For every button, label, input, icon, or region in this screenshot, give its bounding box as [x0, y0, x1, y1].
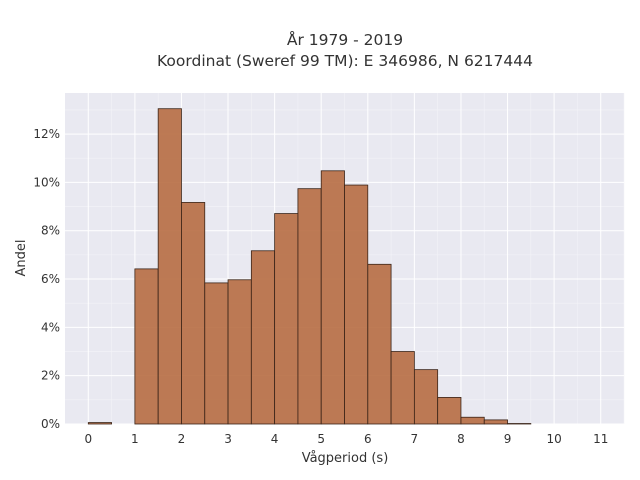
x-tick-label: 4 [271, 432, 279, 446]
histogram-bar [87, 422, 112, 425]
bars [87, 108, 532, 425]
histogram-bar [204, 282, 229, 425]
histogram-bar [181, 202, 206, 425]
x-tick-label: 2 [178, 432, 186, 446]
x-tick-label: 5 [317, 432, 325, 446]
x-tick-label: 0 [84, 432, 92, 446]
chart-title-line-2: Koordinat (Sweref 99 TM): E 346986, N 62… [157, 52, 533, 70]
histogram-bar [367, 263, 392, 425]
x-tick-label: 7 [411, 432, 419, 446]
x-tick-label: 9 [504, 432, 512, 446]
histogram-bar [250, 250, 276, 425]
y-tick-label: 12% [33, 127, 60, 141]
y-axis-label: Andel [14, 240, 29, 277]
y-tick-label: 8% [41, 224, 60, 238]
histogram-bar [227, 279, 252, 425]
y-tick-label: 0% [41, 417, 60, 431]
y-tick-label: 2% [41, 369, 60, 383]
y-tick-label: 4% [41, 320, 60, 334]
histogram-bar [390, 351, 415, 425]
histogram-bar [413, 369, 439, 425]
x-tick-label: 6 [364, 432, 372, 446]
chart-title-line-1: År 1979 - 2019 [287, 30, 403, 49]
y-tick-label: 6% [41, 272, 60, 286]
x-tick-label: 11 [593, 432, 608, 446]
histogram-bar [157, 108, 182, 425]
histogram-bar [460, 416, 485, 425]
histogram-bar [344, 184, 369, 425]
histogram-bar [320, 170, 345, 425]
histogram-bar [437, 397, 462, 425]
histogram-bar [483, 419, 508, 425]
x-tick-label: 1 [131, 432, 139, 446]
x-axis-label: Vågperiod (s) [302, 451, 389, 466]
histogram-bar [297, 188, 322, 425]
histogram-bar [274, 213, 299, 425]
x-tick-labels: 0 1 2 3 4 5 6 7 8 9 10 11 [84, 432, 608, 446]
y-tick-labels: 0% 2% 4% 6% 8% 10% 12% [33, 127, 60, 431]
y-tick-label: 10% [33, 175, 60, 189]
x-tick-label: 8 [457, 432, 465, 446]
histogram-bar [134, 268, 159, 425]
x-tick-label: 3 [224, 432, 232, 446]
x-tick-label: 10 [546, 432, 561, 446]
